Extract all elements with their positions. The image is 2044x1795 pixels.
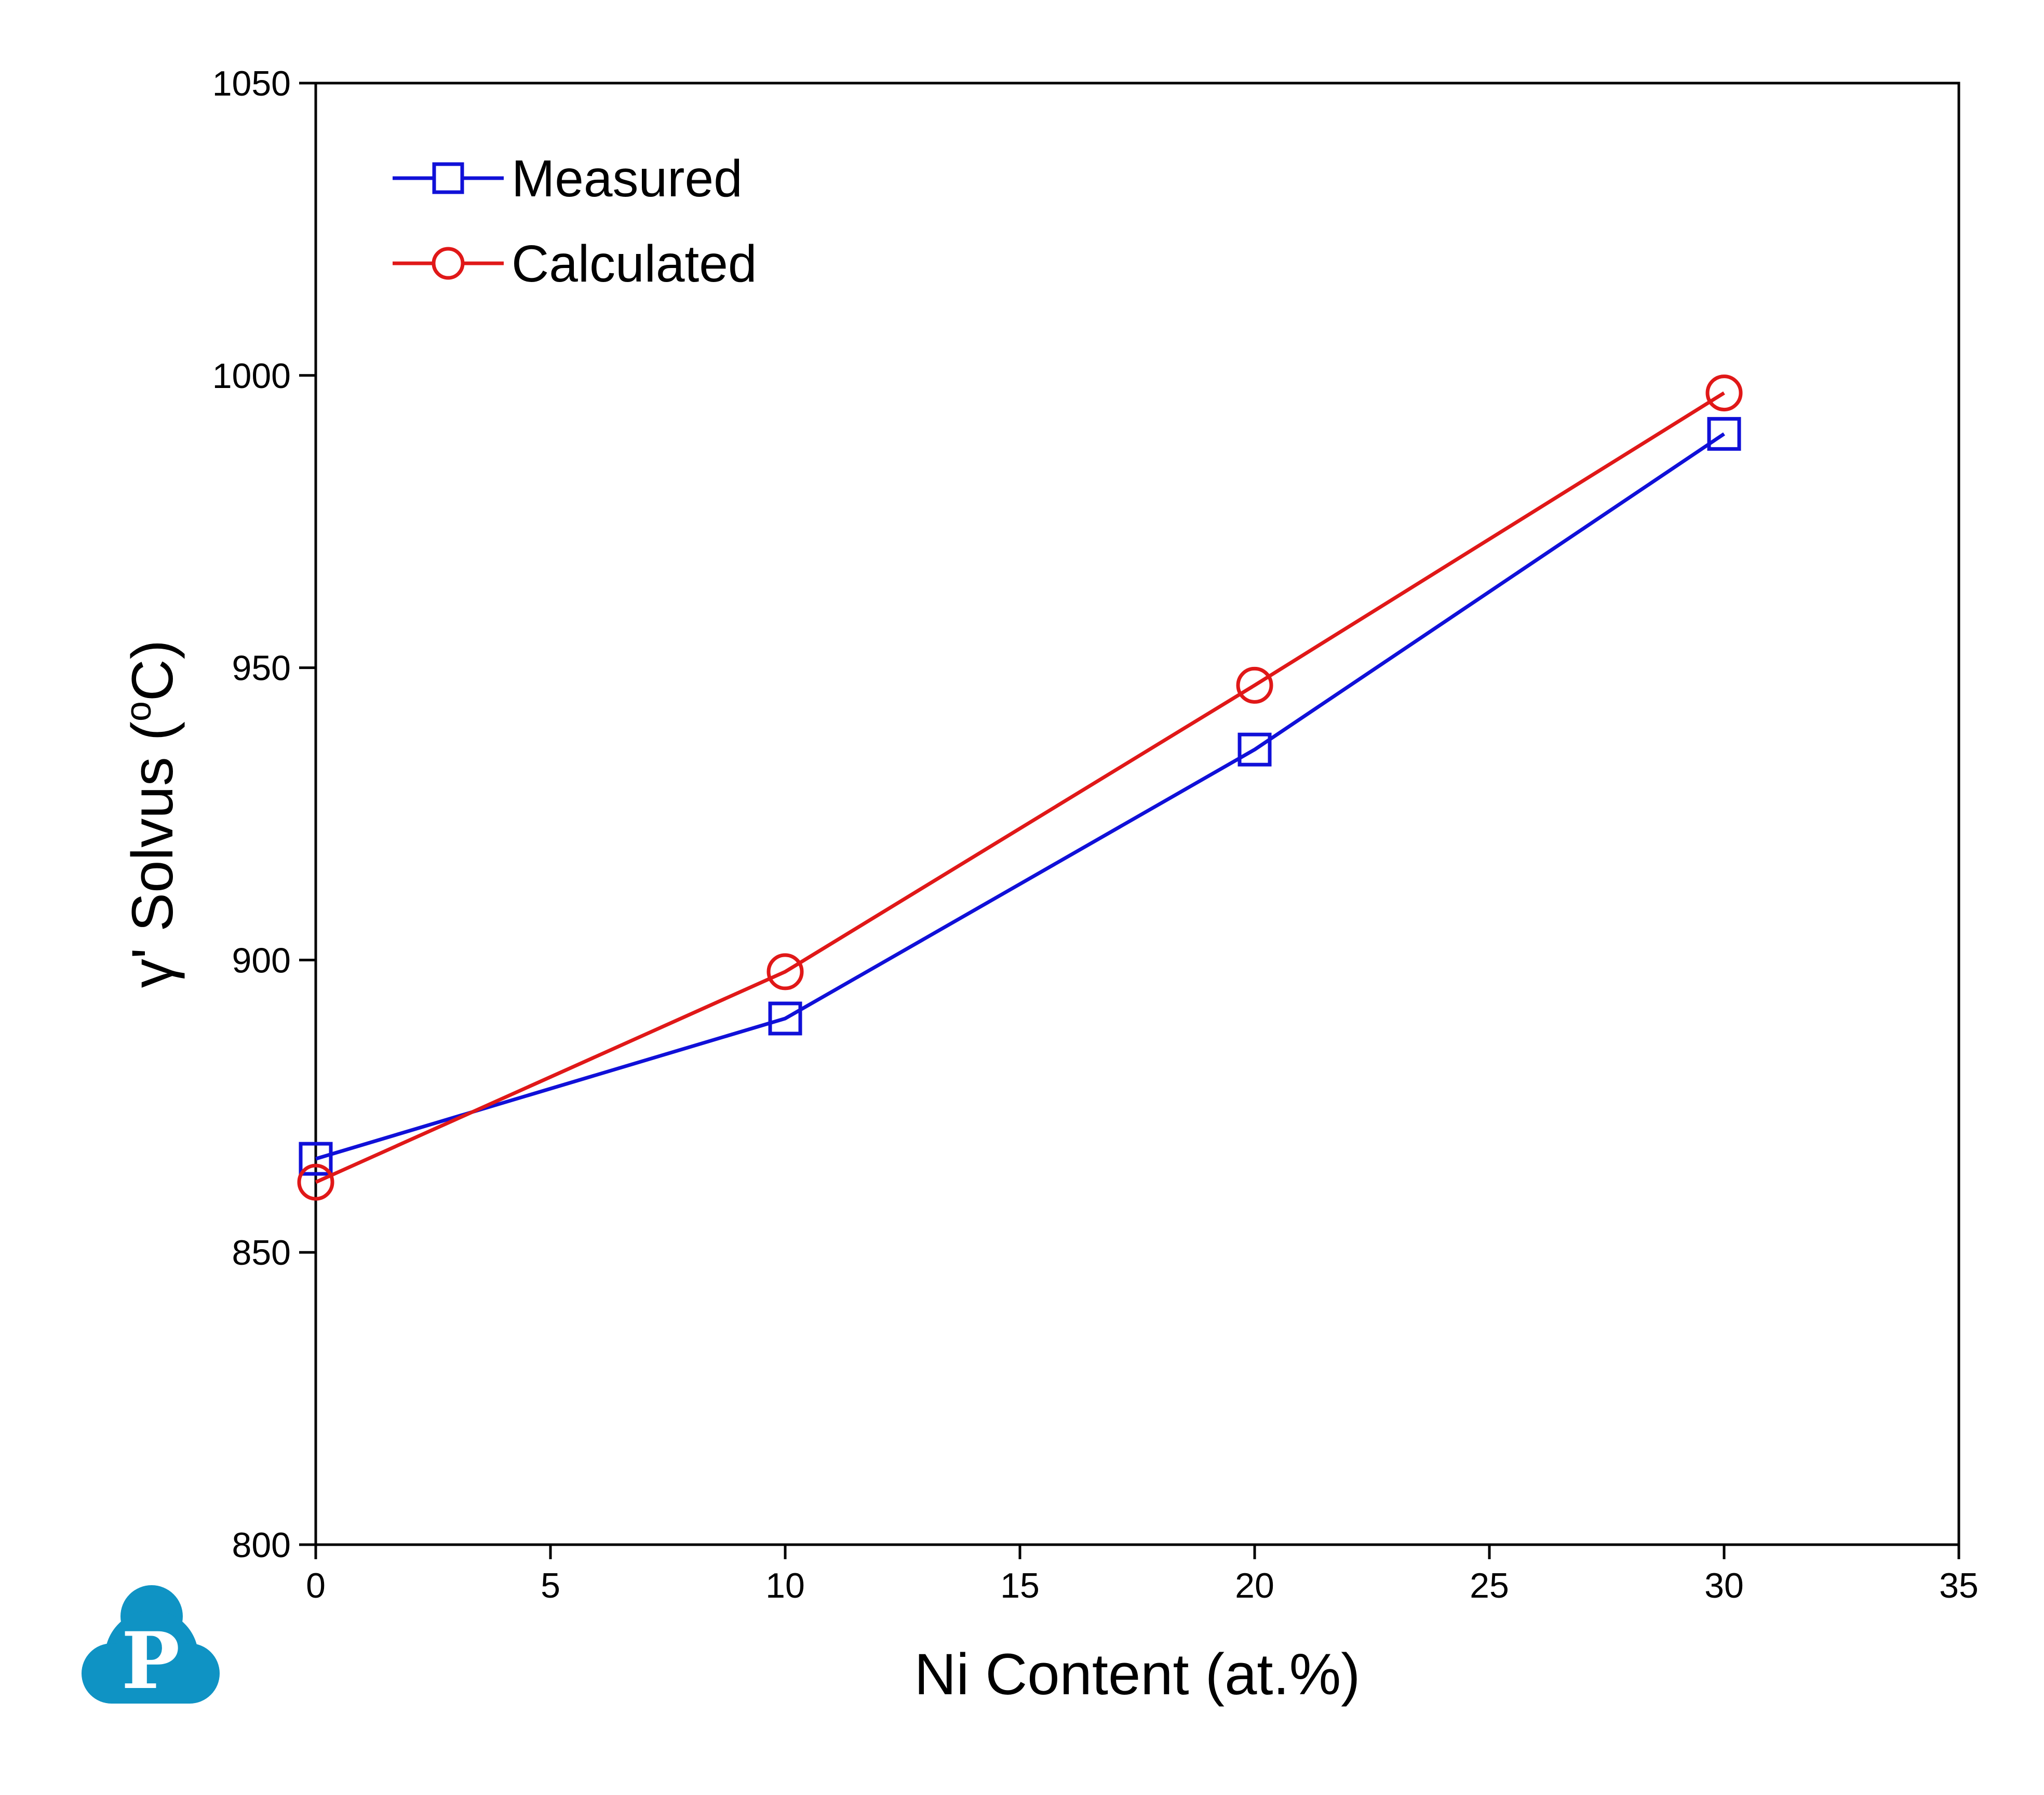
x-tick-label: 5 xyxy=(541,1566,560,1605)
x-axis-title: Ni Content (at.%) xyxy=(915,1642,1361,1707)
y-tick-label: 950 xyxy=(232,649,291,688)
y-tick-label: 800 xyxy=(232,1525,291,1565)
x-tick-label: 35 xyxy=(1939,1566,1979,1605)
logo-letter: P xyxy=(122,1615,180,1707)
y-tick-label: 900 xyxy=(232,941,291,980)
legend: Measured Calculated xyxy=(393,150,757,293)
y-axis-title-main: γ' Solvus ( xyxy=(120,721,185,988)
x-tick-label: 25 xyxy=(1470,1566,1509,1605)
calculated-point xyxy=(766,953,804,990)
legend-measured-marker xyxy=(432,162,464,194)
legend-measured-label: Measured xyxy=(512,150,743,208)
calculated-point xyxy=(1705,374,1743,412)
series-layer xyxy=(297,374,1743,1201)
y-tick-label: 1000 xyxy=(212,356,291,396)
legend-calculated-label: Calculated xyxy=(512,235,757,293)
y-axis-title-degree: o xyxy=(118,701,158,721)
measured-point xyxy=(299,1142,333,1176)
y-axis-title-tail: C) xyxy=(120,640,185,701)
y-tick-label: 1050 xyxy=(212,64,291,103)
measured-point xyxy=(1238,732,1272,767)
company-logo: P xyxy=(82,1585,220,1707)
x-tick-label: 20 xyxy=(1235,1566,1274,1605)
measured-point xyxy=(768,1001,802,1036)
measured-series-line xyxy=(315,432,1725,1161)
y-axis-ticks: 800 850 900 950 1000 1050 xyxy=(212,64,316,1565)
x-axis-ticks: 0 5 10 15 20 25 30 35 xyxy=(306,1545,1979,1605)
measured-point xyxy=(1707,417,1741,451)
plot-frame xyxy=(314,82,1960,1546)
legend-calculated-marker xyxy=(432,247,465,280)
x-tick-label: 30 xyxy=(1704,1566,1744,1605)
calculated-series-line xyxy=(315,391,1725,1184)
logo-cloud-icon xyxy=(82,1585,220,1704)
calculated-point xyxy=(297,1163,334,1201)
calculated-point xyxy=(1236,666,1273,704)
y-tick-label: 850 xyxy=(232,1233,291,1272)
x-tick-label: 0 xyxy=(306,1566,326,1605)
x-tick-label: 15 xyxy=(1000,1566,1040,1605)
y-axis-title: γ' Solvus (oC) xyxy=(118,640,185,988)
x-tick-label: 10 xyxy=(765,1566,805,1605)
